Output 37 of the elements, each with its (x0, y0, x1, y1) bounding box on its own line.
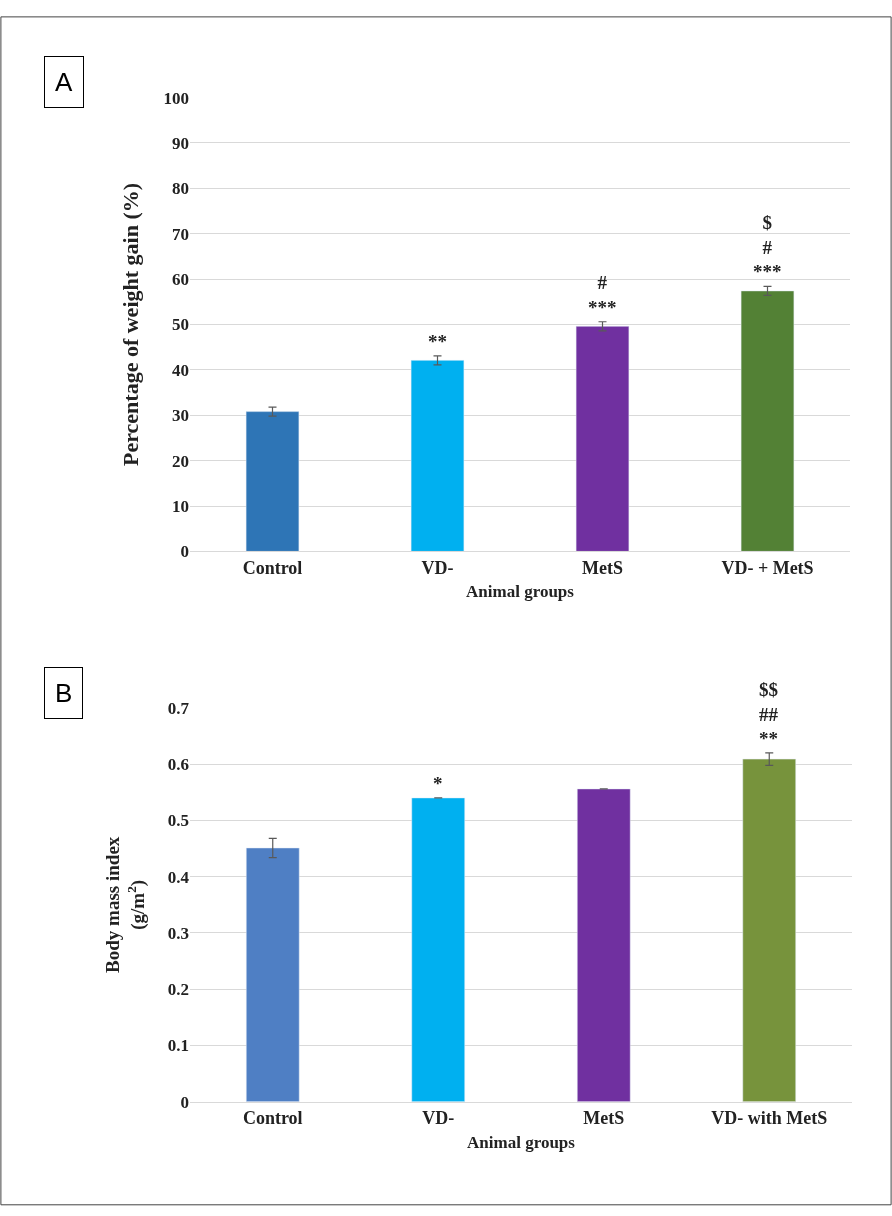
data-label: $$ ## ** (759, 679, 779, 750)
data-label: ** (428, 331, 447, 352)
data-label: * (433, 773, 443, 794)
y-tick-label: 0.1 (167, 1036, 189, 1056)
y-tick-label: 0.5 (167, 811, 189, 831)
y-tick-label: 0 (180, 1092, 189, 1112)
y-tick-label: 0.3 (167, 923, 189, 943)
text: A (55, 67, 73, 97)
x-tick-label: VD- (421, 557, 454, 578)
x-tick-label: VD- (422, 1108, 455, 1129)
y-tick-label: 0.7 (167, 698, 190, 718)
x-tick-label: Control (242, 557, 303, 578)
y-tick-label: 0.2 (167, 980, 189, 1000)
x-axis-title: Animal groups (466, 582, 575, 602)
y-tick-label: 90 (172, 133, 189, 153)
x-axis-title: Animal groups (467, 1132, 576, 1152)
text: B (55, 678, 73, 708)
y-tick-label: 50 (172, 315, 189, 335)
x-tick-label: VD- + MetS (721, 557, 814, 578)
x-tick-label: Control (242, 1108, 303, 1129)
x-tick-label: VD- with MetS (711, 1108, 828, 1129)
y-tick-label: 30 (172, 406, 189, 426)
x-tick-label: MetS (582, 557, 623, 578)
y-tick-label: 0.4 (167, 867, 190, 887)
x-tick-label: MetS (583, 1108, 625, 1129)
data-label: # *** (588, 272, 617, 318)
y-tick-label: 80 (172, 179, 189, 199)
y-tick-label: 10 (172, 496, 189, 516)
y-tick-label: 70 (172, 224, 189, 244)
y-axis-title: Percentage of weight gain (%) (118, 182, 144, 467)
y-tick-label: 60 (172, 270, 189, 290)
data-label: $ # *** (753, 212, 782, 283)
y-tick-label: 0 (180, 542, 189, 562)
y-tick-label: 40 (172, 360, 189, 380)
y-tick-label: 100 (163, 88, 189, 108)
y-tick-label: 0.6 (167, 755, 189, 775)
y-tick-label: 20 (172, 451, 189, 471)
